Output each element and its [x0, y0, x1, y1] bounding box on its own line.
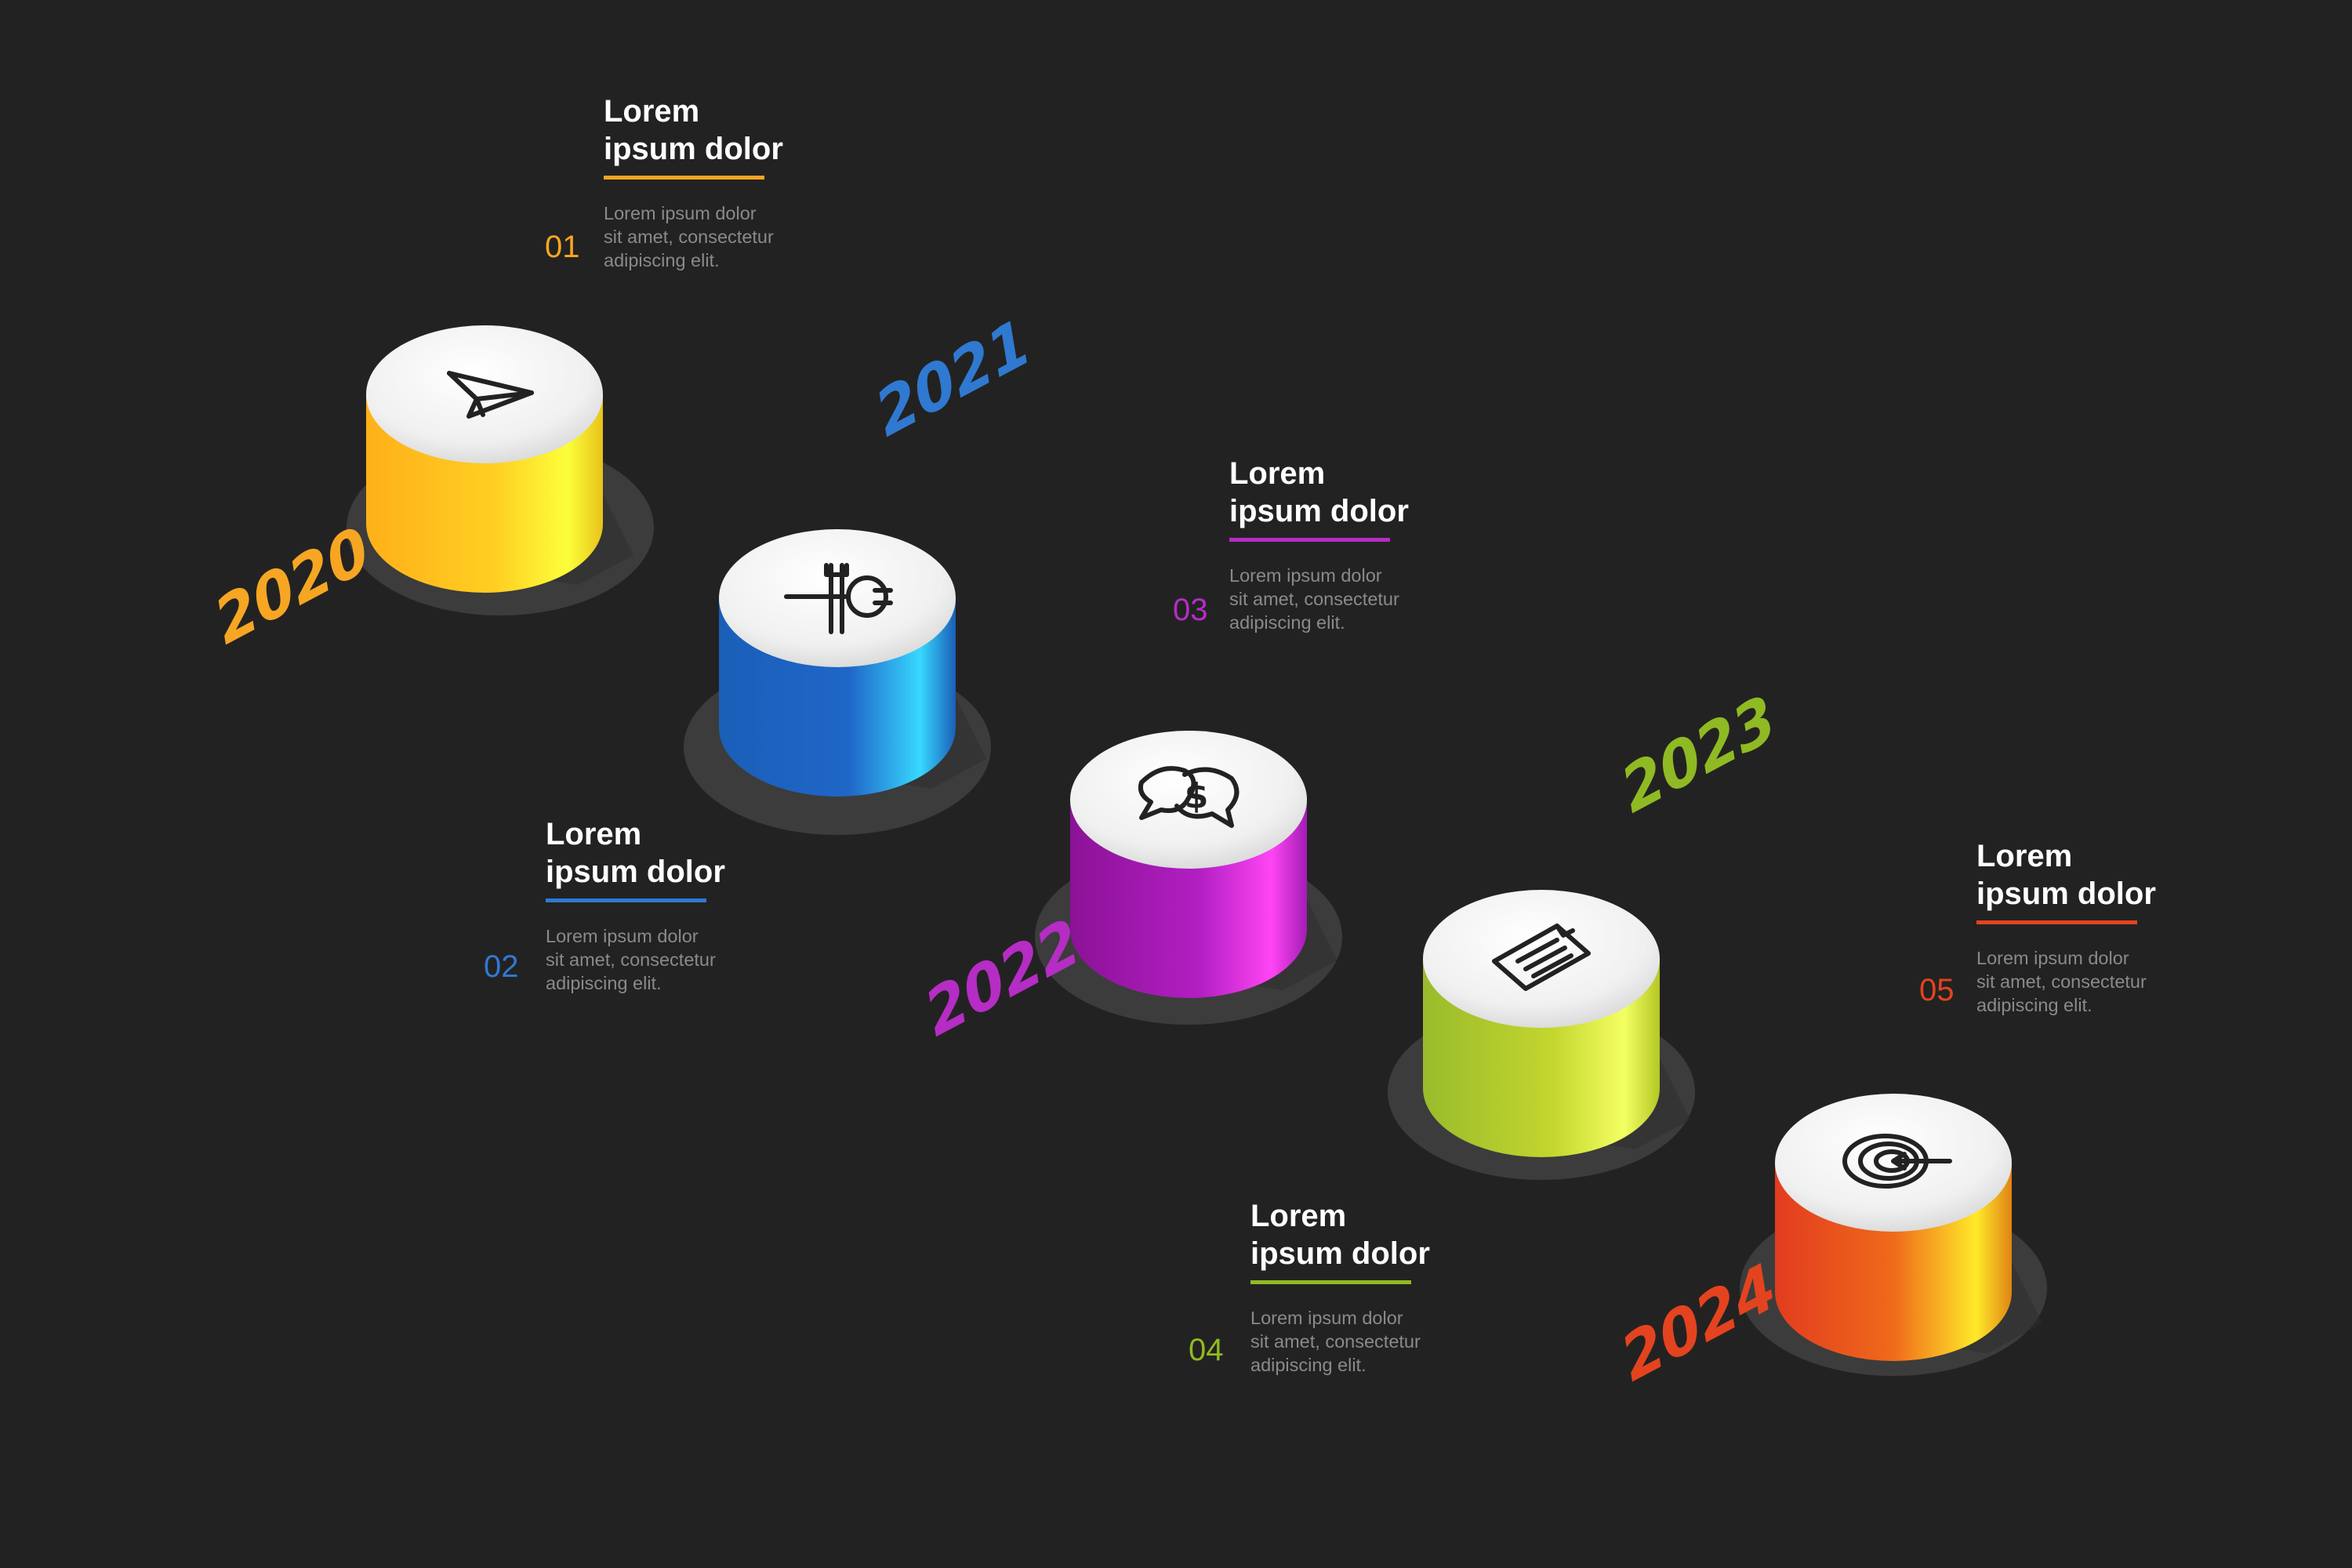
cylinder-top	[366, 325, 603, 463]
step-text-block-03: Lorem ipsum dolor Lorem ipsum dolor sit ame…	[1229, 455, 1488, 634]
step-description-desc-line2: sit amet, consectetur	[1229, 589, 1399, 609]
step-description-desc-line3: adipiscing elit.	[1229, 612, 1345, 633]
step-description: Lorem ipsum dolor sit amet, consectetur ad…	[1250, 1306, 1509, 1377]
step-description: Lorem ipsum dolor sit amet, consectetur ad…	[1976, 946, 2235, 1017]
step-number-03: 03	[1173, 593, 1208, 627]
cylinder-step-02	[684, 529, 991, 835]
document-list-icon	[1492, 924, 1591, 991]
step-description: Lorem ipsum dolor sit amet, consectetur ad…	[1229, 564, 1488, 634]
step-description: Lorem ipsum dolor sit amet, consectetur ad…	[604, 201, 862, 272]
step-number-04: 04	[1189, 1333, 1224, 1367]
step-description-desc-line3: adipiscing elit.	[604, 250, 720, 270]
step-title-line1: Lorem	[546, 817, 642, 851]
step-description-desc-line3: adipiscing elit.	[1250, 1355, 1367, 1375]
step-title-underline	[546, 898, 706, 902]
cylinder-step-04	[1388, 890, 1695, 1180]
step-title-underline	[1976, 920, 2137, 924]
step-title: Lorem ipsum dolor	[546, 815, 725, 898]
step-title: Lorem ipsum dolor	[604, 93, 783, 176]
step-number-01: 01	[545, 230, 580, 264]
paper-plane-icon	[447, 371, 534, 419]
cylinder-step-05	[1740, 1094, 2047, 1376]
step-description-desc-line2: sit amet, consectetur	[1250, 1331, 1421, 1352]
step-title: Lorem ipsum dolor	[1250, 1197, 1430, 1280]
chat-money-icon: $	[1138, 766, 1240, 828]
step-title-line2: ipsum dolor	[546, 855, 725, 889]
step-description-desc-line1: Lorem ipsum dolor	[1250, 1308, 1403, 1328]
step-title-line1: Lorem	[1229, 456, 1326, 491]
tools-icon	[784, 563, 893, 634]
step-text-block-02: Lorem ipsum dolor Lorem ipsum dolor sit ame…	[546, 815, 804, 995]
cylinder-step-03: $	[1035, 731, 1342, 1025]
step-title-line1: Lorem	[1976, 839, 2073, 873]
step-description-desc-line1: Lorem ipsum dolor	[1976, 948, 2129, 968]
svg-text:$: $	[1185, 776, 1209, 816]
step-number-02: 02	[484, 949, 519, 984]
step-title-underline	[1250, 1280, 1411, 1284]
step-text-block-05: Lorem ipsum dolor Lorem ipsum dolor sit ame…	[1976, 837, 2235, 1017]
step-title-line2: ipsum dolor	[1250, 1236, 1430, 1271]
step-title: Lorem ipsum dolor	[1229, 455, 1409, 538]
step-description-desc-line1: Lorem ipsum dolor	[604, 203, 757, 223]
step-number-05: 05	[1919, 973, 1955, 1007]
step-title-line1: Lorem	[1250, 1199, 1347, 1233]
step-description-desc-line1: Lorem ipsum dolor	[546, 926, 699, 946]
cylinder-step-01	[347, 325, 654, 615]
step-description-desc-line3: adipiscing elit.	[546, 973, 662, 993]
step-title-line2: ipsum dolor	[1229, 494, 1409, 528]
step-description: Lorem ipsum dolor sit amet, consectetur ad…	[546, 924, 804, 995]
step-text-block-04: Lorem ipsum dolor Lorem ipsum dolor sit ame…	[1250, 1197, 1509, 1377]
step-title: Lorem ipsum dolor	[1976, 837, 2156, 920]
step-description-desc-line2: sit amet, consectetur	[604, 227, 774, 247]
step-title-underline	[604, 176, 764, 180]
step-description-desc-line1: Lorem ipsum dolor	[1229, 565, 1382, 586]
step-title-underline	[1229, 538, 1390, 542]
step-title-line1: Lorem	[604, 94, 700, 129]
step-text-block-01: Lorem ipsum dolor Lorem ipsum dolor sit ame…	[604, 93, 862, 272]
target-arrow-icon	[1842, 1134, 1952, 1189]
step-title-line2: ipsum dolor	[1976, 877, 2156, 911]
step-description-desc-line2: sit amet, consectetur	[1976, 971, 2147, 992]
step-title-line2: ipsum dolor	[604, 132, 783, 166]
step-description-desc-line2: sit amet, consectetur	[546, 949, 716, 970]
step-description-desc-line3: adipiscing elit.	[1976, 995, 2092, 1015]
